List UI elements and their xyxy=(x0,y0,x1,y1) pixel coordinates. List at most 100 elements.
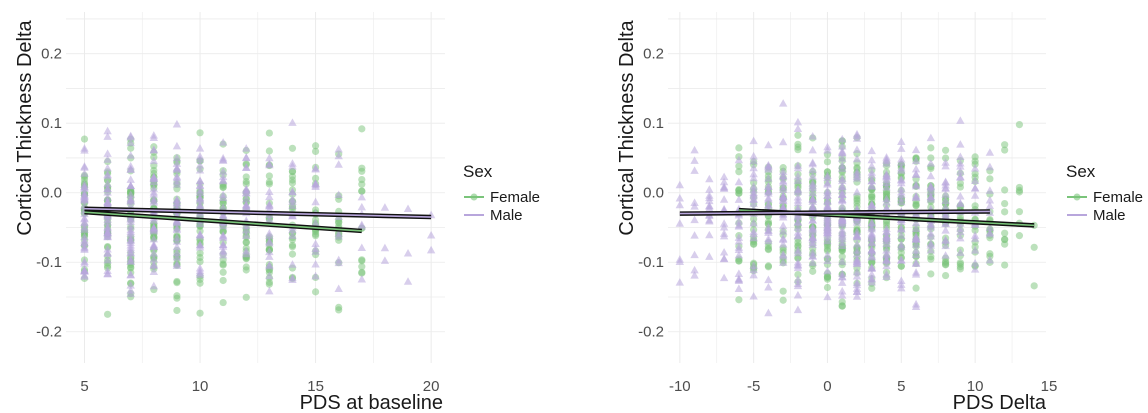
right-point-female xyxy=(941,154,950,162)
left-point-male xyxy=(380,243,390,252)
right-y-tick-label: 0.2 xyxy=(643,46,664,63)
right-point-male xyxy=(778,167,788,175)
left-point-male xyxy=(80,218,89,227)
left-point-male xyxy=(242,144,251,152)
left-point-male xyxy=(311,179,320,188)
right-point-female xyxy=(735,189,743,197)
left-x-tick-label: 5 xyxy=(80,378,88,395)
left-point-male xyxy=(195,240,205,249)
left-point-female xyxy=(242,266,250,274)
right-point-male xyxy=(926,159,936,167)
left-point-male xyxy=(218,138,228,146)
right-point-male xyxy=(793,223,803,231)
right-point-male xyxy=(838,238,847,246)
left-point-male xyxy=(80,169,89,177)
right-point-male xyxy=(970,258,980,267)
right-point-male xyxy=(778,178,788,186)
left-point-male xyxy=(80,195,89,203)
left-point-female xyxy=(335,218,343,226)
left-point-male xyxy=(288,231,297,239)
right-point-male xyxy=(749,156,758,165)
right-point-male xyxy=(690,250,699,259)
left-point-male xyxy=(149,267,159,275)
left-point-male xyxy=(265,215,274,223)
right-point-female xyxy=(1001,200,1009,208)
left-point-female xyxy=(335,303,343,311)
right-point-male xyxy=(926,241,936,249)
left-point-male xyxy=(242,163,251,171)
right-point-male xyxy=(690,231,699,239)
right-point-male xyxy=(838,272,847,280)
left-panel: 5 10 15 20 -0.2 -0.1 0.0 0.1 0.2 PDS at baseline… xyxy=(14,12,540,413)
right-point-male xyxy=(808,172,817,180)
right-point-male xyxy=(764,162,773,171)
left-point-male xyxy=(218,167,228,175)
right-point-male xyxy=(690,271,699,279)
right-legend-male-label: Male xyxy=(1093,207,1126,224)
left-point-male xyxy=(288,159,297,167)
left-point-male xyxy=(126,221,135,230)
right-point-male xyxy=(749,136,758,145)
left-y-tick-label: -0.1 xyxy=(36,254,62,271)
left-tick-labels: 5 10 15 20 -0.2 -0.1 0.0 0.1 0.2 xyxy=(36,46,439,395)
right-point-male xyxy=(793,305,803,314)
right-point-male xyxy=(911,246,921,254)
right-point-male xyxy=(808,145,817,154)
left-point-female xyxy=(358,167,366,175)
right-point-male xyxy=(705,252,714,260)
left-point-male xyxy=(172,259,182,268)
right-point-male xyxy=(838,134,847,143)
right-point-male xyxy=(793,198,803,207)
left-point-female xyxy=(311,288,320,296)
left-point-male xyxy=(218,210,228,219)
right-point-male xyxy=(882,224,891,233)
right-point-male xyxy=(675,278,685,286)
right-point-female xyxy=(1001,146,1009,154)
right-point-male xyxy=(897,280,906,288)
right-point-male xyxy=(926,245,936,254)
right-point-male xyxy=(867,253,876,261)
left-point-male xyxy=(103,269,112,277)
right-point-male xyxy=(838,148,847,156)
left-point-female xyxy=(103,310,112,318)
right-point-male xyxy=(734,233,744,241)
left-y-axis-title: Cortical Thickness Delta xyxy=(14,19,36,235)
right-point-female xyxy=(735,162,743,170)
right-point-male xyxy=(675,200,685,209)
right-legend-title: Sex xyxy=(1066,162,1096,181)
right-point-male xyxy=(690,145,699,154)
right-point-male xyxy=(956,199,965,208)
right-point-male xyxy=(719,219,729,227)
right-point-male xyxy=(764,189,773,197)
left-point-male xyxy=(265,286,274,295)
left-point-female xyxy=(173,306,181,315)
right-point-male xyxy=(823,292,832,301)
right-point-male xyxy=(749,265,758,274)
left-point-male xyxy=(334,151,343,160)
left-point-male xyxy=(195,180,205,189)
left-y-tick-label: -0.2 xyxy=(36,324,62,341)
right-point-male xyxy=(734,155,744,164)
right-point-male xyxy=(734,177,744,186)
left-point-female xyxy=(219,261,227,269)
left-point-male xyxy=(334,229,343,237)
right-point-male xyxy=(926,210,936,219)
right-point-male xyxy=(675,257,685,266)
right-point-male xyxy=(719,247,729,256)
left-point-male xyxy=(149,281,159,290)
left-point-male xyxy=(103,170,112,178)
right-point-male xyxy=(911,156,921,165)
right-point-female xyxy=(1030,243,1038,251)
left-point-male xyxy=(265,237,274,245)
left-point-female xyxy=(219,268,227,276)
right-point-male xyxy=(778,203,788,212)
right-point-male xyxy=(970,183,980,192)
left-point-male xyxy=(218,190,228,199)
right-point-female xyxy=(779,287,787,295)
left-point-female xyxy=(358,269,366,277)
right-point-male xyxy=(867,245,876,254)
right-point-male xyxy=(897,137,906,145)
right-point-male xyxy=(867,238,876,247)
right-point-male xyxy=(778,171,788,180)
right-point-male xyxy=(867,274,876,282)
